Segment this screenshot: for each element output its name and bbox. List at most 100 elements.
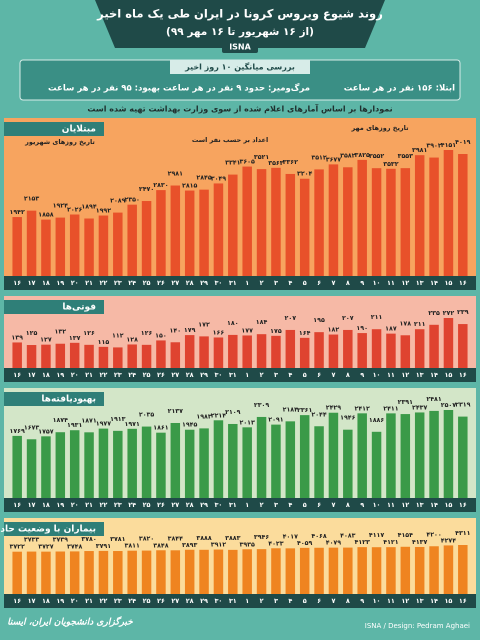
x-tick-label: ۶: [317, 501, 321, 509]
value-label: ۱۸۷۴: [53, 417, 69, 424]
x-tick-label: ۲۵: [143, 371, 151, 379]
bar: [386, 168, 396, 276]
x-tick-label: ۱۹: [56, 279, 64, 287]
bar: [285, 548, 296, 594]
value-label: ۱۷۲: [198, 321, 210, 328]
x-tick-label: ۴: [288, 597, 292, 605]
x-tick-label: ۱۰: [373, 501, 381, 509]
value-label: ۱۹۴۶: [340, 415, 356, 422]
bar: [41, 551, 51, 594]
x-tick-label: ۱۵: [444, 279, 452, 287]
bar: [429, 546, 439, 594]
value-label: ۱۶۴: [299, 330, 311, 337]
bar: [343, 329, 353, 368]
x-tick-label: ۳۱: [229, 501, 237, 509]
bar: [127, 344, 137, 368]
bar: [386, 333, 396, 368]
bar: [170, 550, 181, 594]
value-label: ۱۸۹۴: [81, 204, 97, 211]
value-label: ۳۷۸۰: [81, 536, 96, 543]
x-tick-label: ۳۰: [214, 279, 222, 287]
x-tick-label: ۲۲: [99, 501, 107, 509]
bar: [386, 547, 396, 594]
bar: [357, 333, 367, 368]
x-tick-label: ۱: [245, 597, 249, 605]
value-label: ۱۹۱۳: [110, 416, 126, 423]
bar: [242, 427, 252, 498]
value-label: ۲۰۹۱: [268, 417, 283, 424]
panel-title-bg: [4, 122, 104, 136]
x-tick-label: ۸: [346, 371, 350, 379]
value-label: ۲۱۱: [414, 321, 426, 328]
x-tick-label: ۳۰: [214, 501, 222, 509]
bar: [242, 549, 252, 594]
value-label: ۱۱۲: [112, 332, 124, 339]
bar: [371, 431, 382, 498]
value-label: ۲۳۱۹: [455, 402, 471, 409]
x-tick-label: ۲۸: [186, 279, 194, 287]
x-tick-label: ۱۶: [13, 597, 21, 605]
x-tick-label: ۲۳: [114, 279, 122, 287]
value-label: ۲۰۸۹: [110, 198, 126, 205]
x-tick-label: ۲۳: [114, 597, 122, 605]
panel-bg: [4, 388, 476, 512]
value-label: ۳۸۴۴: [168, 535, 184, 542]
x-tick-label: ۵: [303, 501, 307, 509]
bar: [299, 547, 310, 594]
bar: [113, 347, 123, 368]
value-label: ۲۴۷۰: [139, 186, 154, 193]
x-tick-label: ۱۲: [401, 279, 409, 287]
bar: [199, 189, 209, 276]
value-label: ۱۹۴۵: [182, 422, 198, 429]
value-label: ۱۲۸: [126, 336, 138, 343]
panel-title-bg: [4, 392, 104, 406]
bar: [156, 190, 166, 276]
x-tick-label: ۲۹: [200, 279, 208, 287]
x-tick-label: ۱۲: [401, 501, 409, 509]
agency: ISNA: [229, 43, 251, 52]
x-tick-label: ۱۷: [28, 597, 36, 605]
value-label: ۲۴۲۹: [326, 405, 342, 412]
value-label: ۱۲۷: [40, 337, 52, 344]
value-label: ۲۳۰۹: [254, 402, 270, 409]
value-label: ۱۲۶: [83, 330, 95, 337]
x-tick-label: ۷: [331, 501, 335, 509]
bar: [285, 173, 296, 276]
x-tick-label: ۱۶: [459, 279, 467, 287]
title-band: [95, 0, 385, 48]
bar: [429, 157, 439, 276]
bar: [443, 318, 454, 368]
x-tick-label: ۱۳: [416, 501, 424, 509]
value-label: ۲۵۰۷: [441, 402, 457, 409]
bar: [69, 430, 80, 498]
value-label: ۳۸۲۵: [355, 152, 371, 159]
bar: [271, 548, 281, 594]
value-label: ۳۷۳۳: [24, 537, 40, 544]
value-label: ۱۶۶: [213, 329, 225, 336]
bar: [458, 154, 468, 276]
value-label: ۳۸۸۸: [196, 535, 212, 542]
x-tick-label: ۲۱: [85, 501, 93, 509]
value-label: ۲۴۳۷: [412, 404, 428, 411]
value-label: ۳۵۵۲: [369, 153, 385, 160]
value-label: ۳۷۲۷: [38, 544, 54, 551]
bar: [256, 549, 267, 594]
value-label: ۲۸۴۵: [196, 175, 212, 182]
x-tick-label: ۱۸: [42, 597, 50, 605]
x-tick-label: ۱۱: [387, 279, 395, 287]
bar: [141, 550, 152, 594]
bar: [285, 421, 296, 498]
x-tick-label: ۱۰: [373, 279, 381, 287]
bar: [12, 217, 22, 276]
value-label: ۱۹۹۲: [96, 208, 112, 215]
bar: [12, 435, 22, 498]
value-label: ۴۰۶۸: [311, 533, 327, 540]
bar: [314, 169, 324, 276]
value-label: ۴۱۵۱: [441, 142, 456, 149]
bar: [141, 201, 152, 276]
value-label: ۳۵۶۳: [268, 160, 284, 167]
x-tick-label: ۱۸: [42, 501, 50, 509]
bar: [314, 332, 324, 368]
axis-strip: [4, 276, 476, 290]
